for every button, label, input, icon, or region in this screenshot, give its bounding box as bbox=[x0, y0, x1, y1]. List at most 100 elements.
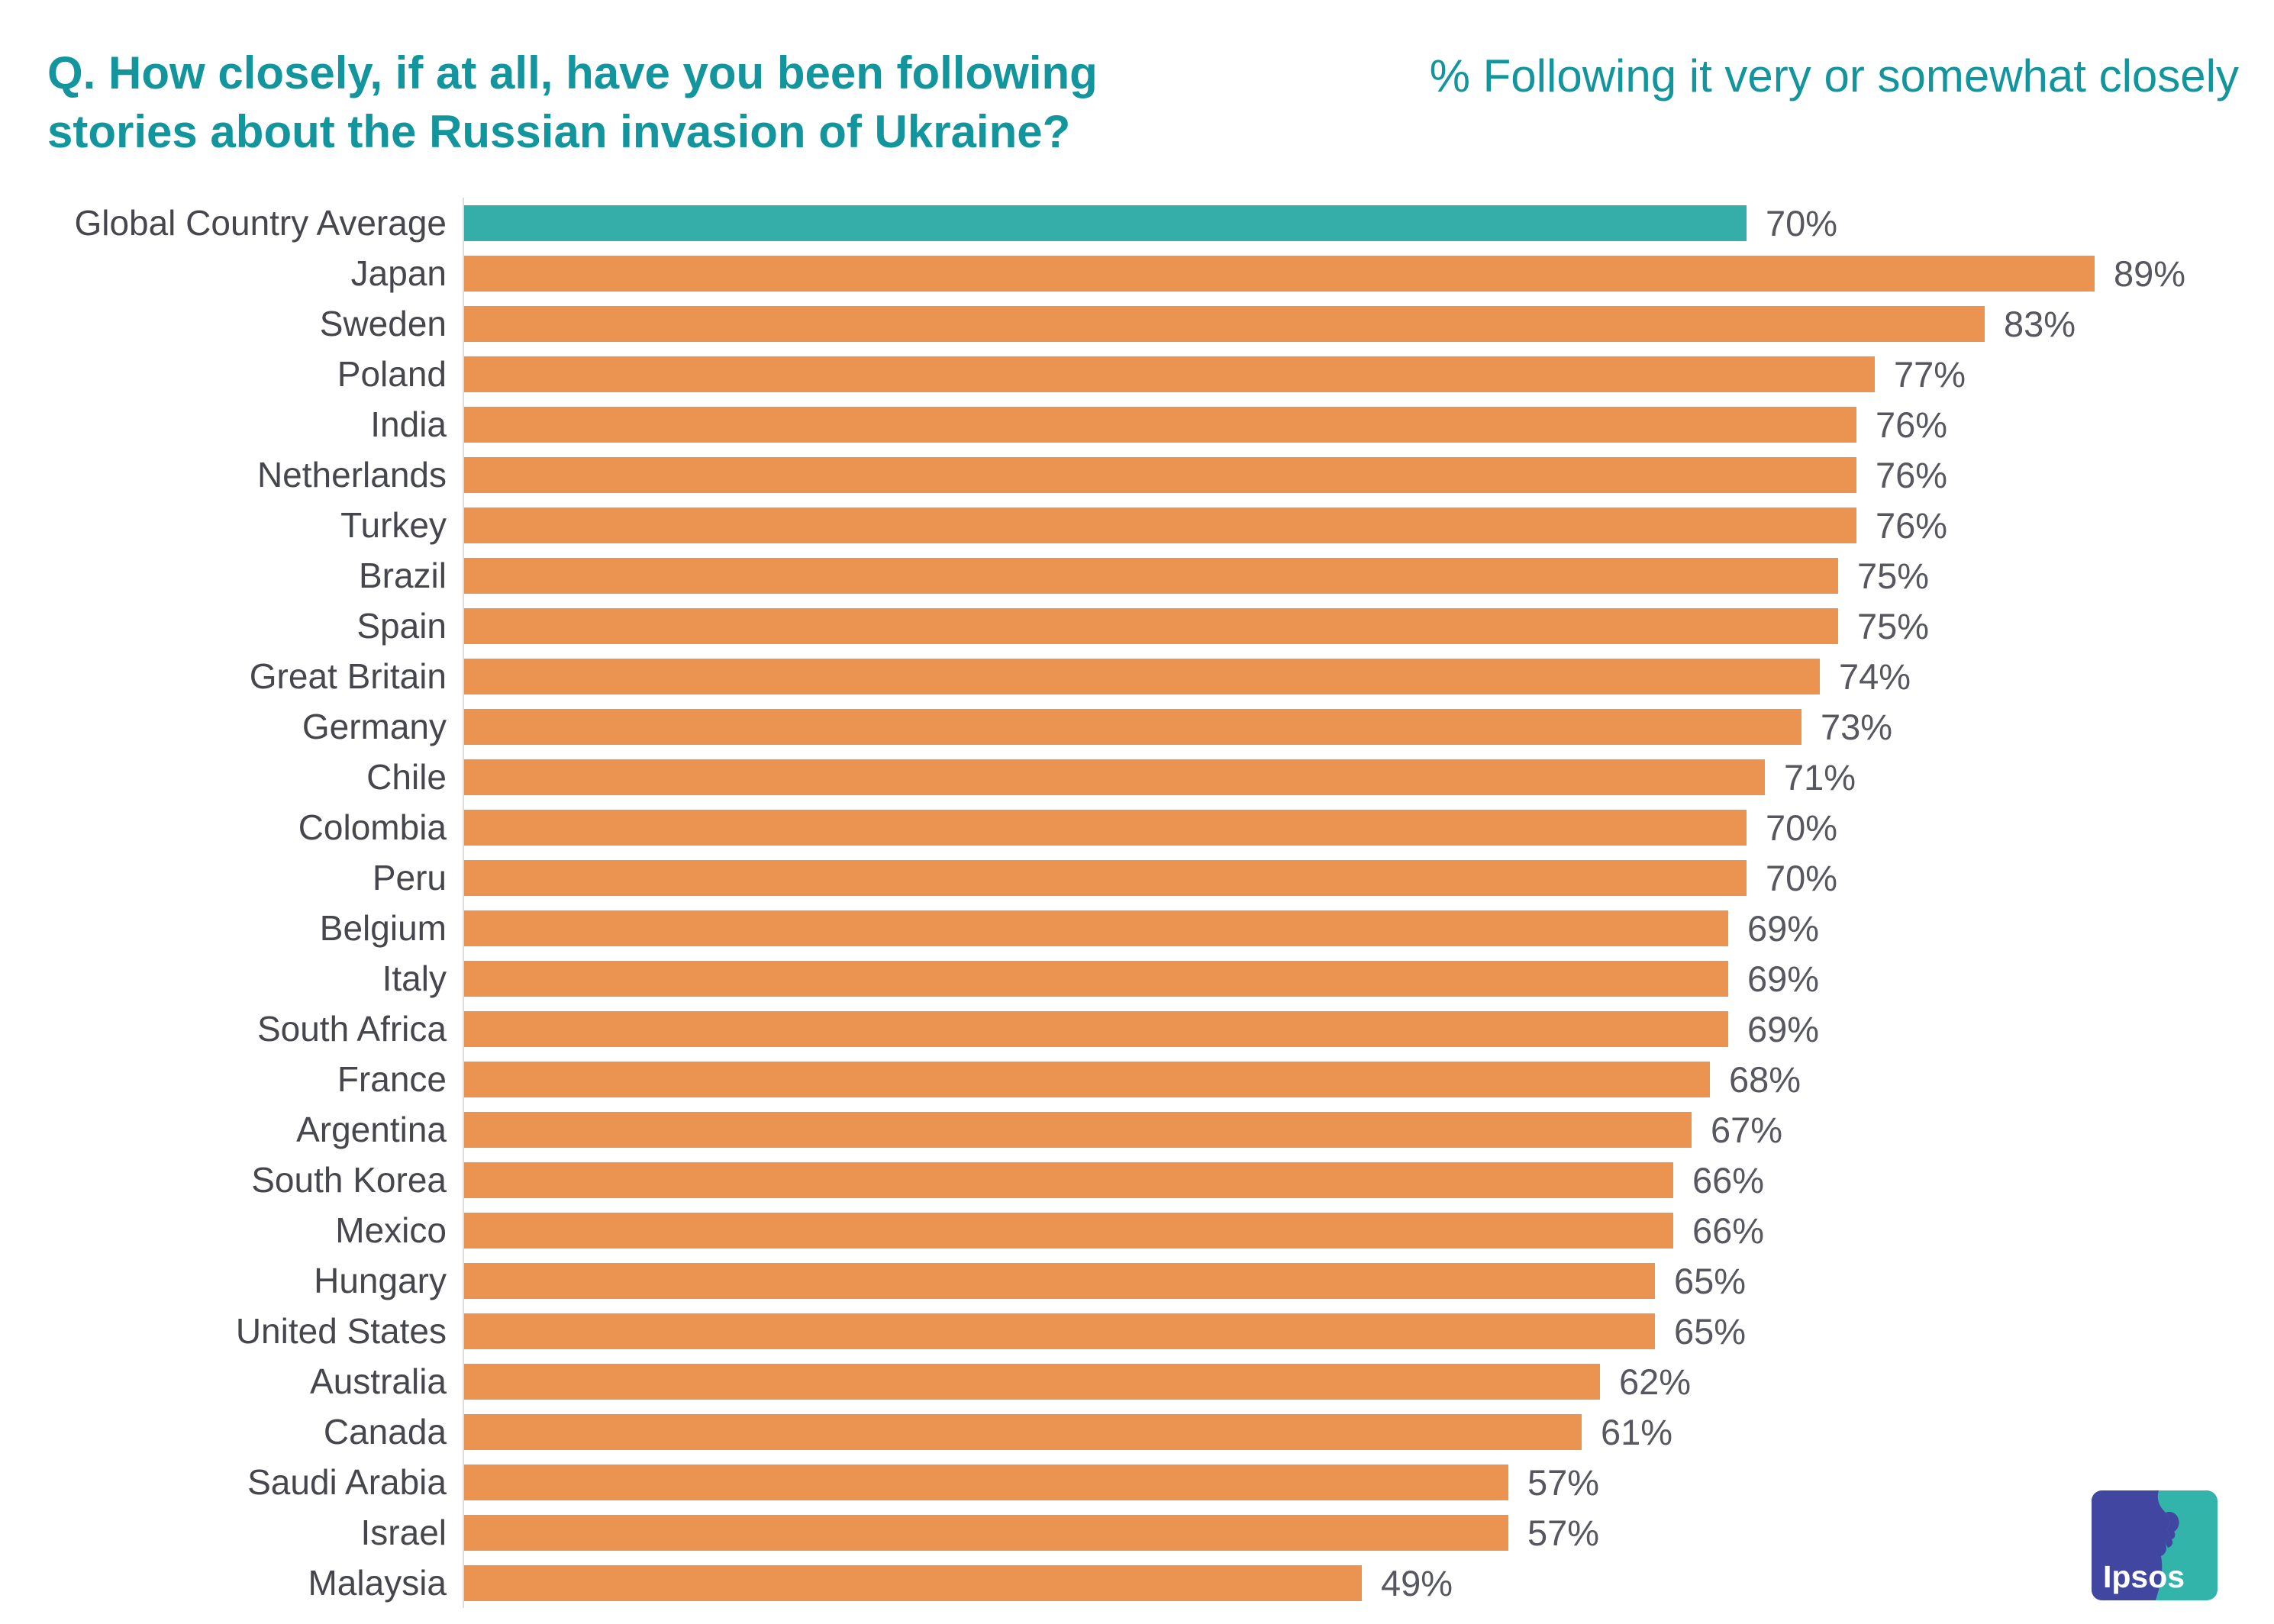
category-label: United States bbox=[235, 1311, 447, 1351]
category-label: South Korea bbox=[251, 1160, 447, 1200]
bar bbox=[464, 809, 1747, 846]
category-label: Mexico bbox=[335, 1210, 447, 1250]
ipsos-logo-left-panel bbox=[2092, 1490, 2170, 1600]
category-label: Canada bbox=[323, 1412, 447, 1452]
bar bbox=[464, 255, 2095, 292]
bar-zone: 75% bbox=[463, 601, 2274, 651]
bar-zone: 74% bbox=[463, 651, 2274, 701]
bar-zone: 69% bbox=[463, 903, 2274, 953]
category-label: India bbox=[370, 404, 447, 444]
bar bbox=[464, 1061, 1710, 1097]
chart-row: Belgium 69% bbox=[0, 903, 2274, 953]
value-label: 74% bbox=[1839, 656, 1911, 697]
chart-row: India 76% bbox=[0, 399, 2274, 450]
value-label: 76% bbox=[1876, 404, 1948, 445]
bar-zone: 65% bbox=[463, 1255, 2274, 1306]
category-label: Colombia bbox=[298, 807, 447, 847]
value-label: 71% bbox=[1784, 756, 1856, 798]
chart-row: Netherlands 76% bbox=[0, 450, 2274, 500]
value-label: 65% bbox=[1674, 1260, 1747, 1301]
value-label: 66% bbox=[1692, 1159, 1765, 1200]
category-label: Netherlands bbox=[256, 455, 447, 495]
bar bbox=[464, 1514, 1508, 1551]
category-label: Saudi Arabia bbox=[247, 1462, 447, 1502]
chart-row: Japan 89% bbox=[0, 248, 2274, 298]
chart-row: Germany 73% bbox=[0, 701, 2274, 752]
value-label: 77% bbox=[1894, 353, 1966, 395]
chart-title-line1: Q. How closely, if at all, have you been… bbox=[47, 47, 1098, 98]
chart-row: South Korea 66% bbox=[0, 1155, 2274, 1205]
category-label: Sweden bbox=[319, 304, 447, 343]
bar bbox=[464, 910, 1728, 946]
value-label: 57% bbox=[1527, 1461, 1600, 1503]
bar-zone: 70% bbox=[463, 852, 2274, 903]
bar-zone: 69% bbox=[463, 953, 2274, 1004]
category-label: Chile bbox=[366, 757, 447, 797]
bar bbox=[464, 1363, 1600, 1400]
bar bbox=[464, 1262, 1655, 1299]
category-label: Israel bbox=[360, 1513, 447, 1552]
category-label: Italy bbox=[382, 959, 447, 998]
value-label: 76% bbox=[1876, 454, 1948, 495]
bar-zone: 57% bbox=[463, 1457, 2274, 1507]
value-label: 61% bbox=[1601, 1411, 1673, 1452]
bar-zone: 61% bbox=[463, 1406, 2274, 1457]
bar-zone: 71% bbox=[463, 752, 2274, 802]
chart-subtitle: % Following it very or somewhat closely bbox=[1429, 50, 2239, 102]
chart-row: Argentina 67% bbox=[0, 1104, 2274, 1155]
bar bbox=[464, 356, 1875, 392]
value-label: 75% bbox=[1857, 605, 1930, 646]
bar bbox=[464, 1413, 1582, 1450]
bar bbox=[464, 1313, 1655, 1349]
bar-zone: 73% bbox=[463, 701, 2274, 752]
bar bbox=[464, 1010, 1728, 1047]
value-label: 49% bbox=[1381, 1562, 1453, 1603]
ipsos-logo-text: Ipsos bbox=[2103, 1559, 2185, 1594]
category-label: Belgium bbox=[319, 908, 447, 948]
category-label: Argentina bbox=[296, 1110, 447, 1149]
bar-zone: 77% bbox=[463, 349, 2274, 399]
chart-row: Mexico 66% bbox=[0, 1205, 2274, 1255]
chart-row: Peru 70% bbox=[0, 852, 2274, 903]
chart-title-line2: stories about the Russian invasion of Uk… bbox=[47, 105, 1071, 157]
bar-zone: 66% bbox=[463, 1205, 2274, 1255]
category-label: Australia bbox=[310, 1361, 447, 1401]
value-label: 83% bbox=[2004, 303, 2076, 344]
chart-row: Hungary 65% bbox=[0, 1255, 2274, 1306]
category-label: South Africa bbox=[256, 1009, 447, 1049]
bar-zone: 76% bbox=[463, 500, 2274, 550]
bar-zone: 57% bbox=[463, 1507, 2274, 1558]
category-label: France bbox=[337, 1059, 447, 1099]
bar bbox=[464, 305, 1985, 342]
bar bbox=[464, 1464, 1508, 1500]
bar-zone: 89% bbox=[463, 248, 2274, 298]
value-label: 69% bbox=[1747, 1008, 1820, 1049]
category-label: Global Country Average bbox=[74, 203, 447, 243]
value-label: 89% bbox=[2114, 253, 2186, 294]
bar bbox=[464, 960, 1728, 997]
bar bbox=[464, 1111, 1692, 1148]
bar bbox=[464, 607, 1838, 644]
chart-row: France 68% bbox=[0, 1054, 2274, 1104]
ipsos-logo-face-icon bbox=[2165, 1512, 2179, 1548]
value-label: 70% bbox=[1766, 807, 1838, 848]
bar bbox=[464, 1564, 1362, 1601]
chart-row: Global Country Average 70% bbox=[0, 198, 2274, 248]
bar-zone: 67% bbox=[463, 1104, 2274, 1155]
chart-row: Italy 69% bbox=[0, 953, 2274, 1004]
bar-zone: 62% bbox=[463, 1356, 2274, 1406]
bar bbox=[464, 1162, 1673, 1198]
chart-row: Colombia 70% bbox=[0, 802, 2274, 852]
bar-zone: 70% bbox=[463, 198, 2274, 248]
value-label: 68% bbox=[1729, 1058, 1801, 1100]
category-label: Great Britain bbox=[249, 656, 447, 696]
chart-row: Spain 75% bbox=[0, 601, 2274, 651]
bar-zone: 76% bbox=[463, 399, 2274, 450]
chart-row: Malaysia 49% bbox=[0, 1558, 2274, 1608]
bar-zone: 69% bbox=[463, 1004, 2274, 1054]
bar bbox=[464, 557, 1838, 594]
chart-row: Sweden 83% bbox=[0, 298, 2274, 349]
chart-row: United States 65% bbox=[0, 1306, 2274, 1356]
category-label: Brazil bbox=[358, 556, 447, 595]
chart-row: Saudi Arabia 57% bbox=[0, 1457, 2274, 1507]
